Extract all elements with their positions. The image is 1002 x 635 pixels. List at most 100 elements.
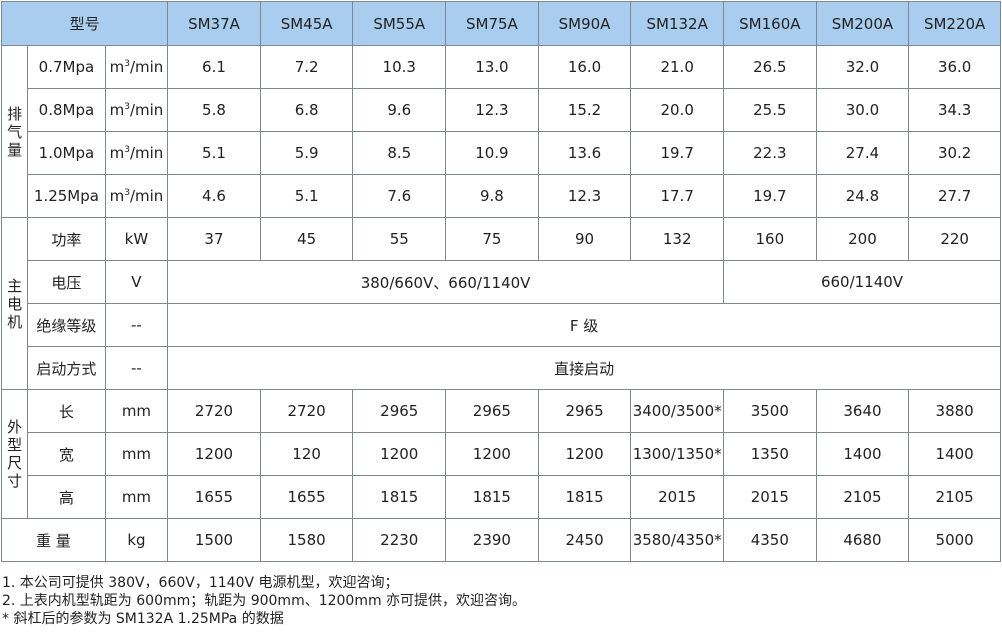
value-cell: 21.0: [630, 45, 724, 89]
table-row: 0.8Mpa m3/min 5.8 6.8 9.6 12.3 15.2 20.0…: [2, 88, 1001, 132]
footnote: * 斜杠后的参数为 SM132A 1.25MPa 的数据: [2, 611, 284, 627]
value-cell: 25.5: [723, 88, 817, 132]
model-header: 型号: [0, 1, 169, 46]
value-cell: 30.2: [908, 131, 1001, 175]
value-cell: 19.7: [723, 174, 817, 218]
value-cell: 3880: [908, 389, 1001, 433]
value-cell: 13.6: [537, 131, 632, 175]
row-label: 宽: [27, 432, 106, 476]
value-cell: 4350: [723, 518, 817, 562]
value-cell: 2965: [352, 389, 447, 433]
dimensions-group-label: 外 型 尺 寸: [0, 389, 29, 519]
row-label: 启动方式: [27, 346, 106, 390]
value-cell: 2230: [352, 518, 447, 562]
value-cell: 2105: [908, 475, 1001, 519]
value-cell: 5.8: [167, 88, 261, 132]
group-char: 尺: [7, 454, 23, 472]
table-row: 主 电 机 功率 kW 37 45 55 75 90 132 160 200 2…: [0, 217, 1001, 390]
value-cell: 10.9: [445, 131, 539, 175]
value-cell: 16.0: [537, 45, 632, 89]
value-cell: 10.3: [352, 45, 447, 89]
value-cell: 2390: [445, 518, 539, 562]
value-cell: 1200: [445, 432, 539, 476]
value-cell: 5.1: [167, 131, 261, 175]
row-label: 功率: [27, 217, 106, 261]
value-cell: 2105: [815, 475, 910, 519]
value-cell: 3400/3500*: [630, 389, 724, 433]
table-row: 电压 V 380/660V、660/1140V 660/1140V: [2, 260, 1001, 304]
value-cell: 160: [723, 217, 817, 261]
footnotes: 1. 本公司可提供 380V，660V，1140V 电源机型，欢迎咨询； 2. …: [2, 574, 526, 628]
table-row: 高 mm 1655 1655 1815 1815 1815 2015 2015 …: [2, 475, 1001, 519]
group-char: 主: [7, 276, 23, 295]
model-header-cell: SM90A: [537, 1, 632, 46]
group-char: 机: [7, 312, 23, 331]
value-cell: 220: [908, 217, 1001, 261]
header-row: 型号 SM37A SM45A SM55A SM75A SM90A SM132A …: [0, 1, 1001, 46]
unit-cell: mm: [104, 475, 169, 519]
value-cell: 34.3: [908, 88, 1001, 132]
value-cell: 5.9: [259, 131, 354, 175]
footnote: 1. 本公司可提供 380V，660V，1140V 电源机型，欢迎咨询；: [2, 575, 399, 591]
value-cell: 1580: [259, 518, 354, 562]
value-cell: 2015: [630, 475, 724, 519]
voltage-value-b: 660/1140V: [723, 260, 1001, 304]
group-char: 量: [7, 140, 23, 159]
value-cell: 32.0: [815, 45, 910, 89]
unit-cell: m3/min: [104, 45, 169, 89]
unit-cell: m3/min: [104, 88, 169, 132]
value-cell: 19.7: [630, 131, 724, 175]
value-cell: 9.8: [445, 174, 539, 218]
value-cell: 1200: [537, 432, 632, 476]
value-cell: 45: [259, 217, 354, 261]
value-cell: 2965: [537, 389, 632, 433]
group-char: 外: [7, 418, 23, 436]
unit-cell: mm: [104, 389, 169, 433]
value-cell: 7.6: [352, 174, 447, 218]
value-cell: 6.8: [259, 88, 354, 132]
displacement-group-label: 排 气 量: [0, 45, 29, 218]
value-cell: 3640: [815, 389, 910, 433]
value-cell: 6.1: [167, 45, 261, 89]
value-cell: 37: [167, 217, 261, 261]
value-cell: 13.0: [445, 45, 539, 89]
value-cell: 2450: [537, 518, 632, 562]
value-cell: 2720: [167, 389, 261, 433]
pressure-label: 1.25Mpa: [27, 174, 106, 218]
value-cell: 1300/1350*: [630, 432, 724, 476]
table-row: 启动方式 -- 直接启动: [2, 346, 1001, 390]
value-cell: 12.3: [445, 88, 539, 132]
group-char: 排: [7, 104, 23, 123]
value-cell: 200: [815, 217, 910, 261]
value-cell: 8.5: [352, 131, 447, 175]
pressure-label: 0.7Mpa: [27, 45, 106, 89]
model-header-cell: SM55A: [352, 1, 447, 46]
row-label: 绝缘等级: [27, 303, 106, 347]
value-cell: 132: [630, 217, 724, 261]
value-cell: 27.4: [815, 131, 910, 175]
unit-cell: m3/min: [104, 131, 169, 175]
model-header-cell: SM37A: [167, 1, 261, 46]
voltage-value-a: 380/660V、660/1140V: [167, 260, 724, 304]
value-cell: 120: [259, 432, 354, 476]
value-cell: 2965: [445, 389, 539, 433]
pressure-label: 1.0Mpa: [27, 131, 106, 175]
value-cell: 15.2: [537, 88, 632, 132]
spec-table: 型号 SM37A SM45A SM55A SM75A SM90A SM132A …: [0, 1, 1001, 562]
unit-cell: mm: [104, 432, 169, 476]
value-cell: 1400: [908, 432, 1001, 476]
value-cell: 12.3: [537, 174, 632, 218]
footnote: 2. 上表内机型轨距为 600mm；轨距为 900mm、1200mm 亦可提供，…: [2, 593, 527, 609]
start-value: 直接启动: [167, 346, 1001, 390]
value-cell: 1815: [537, 475, 632, 519]
value-cell: 1815: [352, 475, 447, 519]
value-cell: 4680: [815, 518, 910, 562]
value-cell: 24.8: [815, 174, 910, 218]
group-char: 寸: [7, 472, 23, 490]
weight-label: 重 量: [1, 518, 106, 562]
table-row: 1.0Mpa m3/min 5.1 5.9 8.5 10.9 13.6 19.7…: [2, 131, 1001, 175]
table-row: 宽 mm 1200 120 1200 1200 1200 1300/1350* …: [2, 432, 1001, 476]
model-header-cell: SM75A: [445, 1, 539, 46]
value-cell: 1400: [815, 432, 910, 476]
group-char: 型: [7, 436, 23, 454]
